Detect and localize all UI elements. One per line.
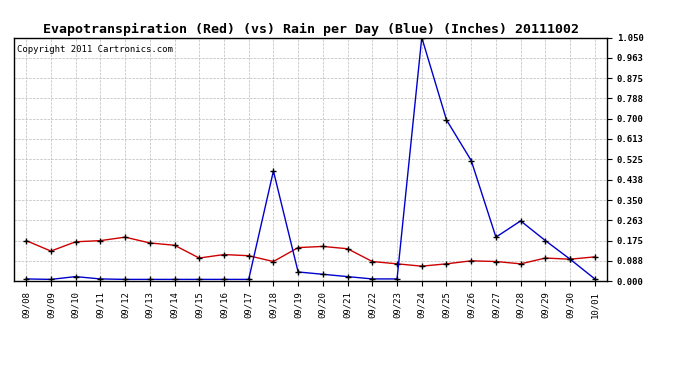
Text: Copyright 2011 Cartronics.com: Copyright 2011 Cartronics.com — [17, 45, 172, 54]
Title: Evapotranspiration (Red) (vs) Rain per Day (Blue) (Inches) 20111002: Evapotranspiration (Red) (vs) Rain per D… — [43, 23, 578, 36]
